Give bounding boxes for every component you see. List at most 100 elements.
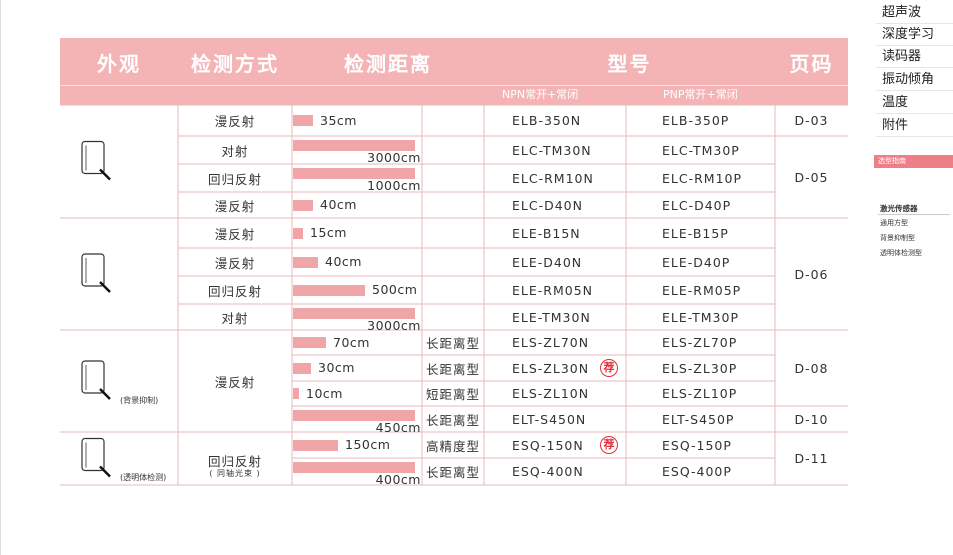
pnp-model: ELS-ZL30P bbox=[662, 360, 738, 376]
npn-model: ESQ-150N bbox=[512, 437, 584, 453]
distance: 10cm bbox=[306, 385, 343, 401]
distance-bar bbox=[293, 199, 313, 211]
menu-item[interactable]: 振动倾角 bbox=[876, 69, 953, 91]
subsection[interactable]: 透明体检测型 bbox=[880, 249, 922, 257]
appearance-note: (透明体检测) bbox=[120, 473, 167, 482]
distance-bar bbox=[293, 388, 299, 399]
npn-model: ELS-ZL70N bbox=[512, 335, 590, 350]
distance: 30cm bbox=[318, 360, 355, 375]
distance-bar bbox=[293, 168, 415, 179]
menu-item[interactable]: 读码器 bbox=[876, 46, 953, 68]
method: 回归反射 bbox=[207, 283, 262, 299]
subheader: PNP常开+常闭 bbox=[663, 88, 738, 101]
distance: 3000cm bbox=[367, 150, 421, 165]
distance-bar bbox=[293, 462, 415, 473]
section-title[interactable]: 激光传感器 bbox=[880, 204, 918, 213]
menu-item[interactable]: 温度 bbox=[876, 92, 953, 114]
menu-active[interactable]: 选型指南 bbox=[874, 155, 953, 168]
page-code: D-08 bbox=[794, 360, 829, 376]
header: 检测距离 bbox=[344, 52, 432, 76]
menu-item[interactable]: 附件 bbox=[876, 115, 953, 137]
npn-model: ELE-D40N bbox=[512, 254, 583, 270]
npn-model: ELC-RM10N bbox=[512, 170, 594, 186]
distance-bar bbox=[293, 115, 313, 126]
distance-bar bbox=[293, 439, 338, 451]
pnp-model: ESQ-400P bbox=[662, 464, 732, 479]
method: 漫反射 bbox=[214, 114, 256, 129]
pnp-model: ELE-TM30P bbox=[662, 309, 739, 325]
npn-model: ELT-S450N bbox=[512, 411, 587, 427]
header: 外观 bbox=[97, 52, 141, 76]
pnp-model: ELC-TM30P bbox=[662, 142, 740, 158]
distance-bar bbox=[293, 256, 318, 268]
menu-item[interactable]: 超声波 bbox=[876, 2, 953, 24]
npn-model: ELE-B15N bbox=[512, 225, 581, 241]
method: 回归反射 bbox=[207, 171, 262, 187]
header-divider bbox=[60, 85, 848, 86]
distance: 1000cm bbox=[367, 178, 421, 193]
method: 漫反射 bbox=[214, 374, 256, 390]
page-code: D-06 bbox=[794, 266, 829, 282]
npn-model: ELB-350N bbox=[512, 113, 582, 128]
detection-type: 短距离型 bbox=[425, 387, 480, 402]
sensor-icon bbox=[99, 388, 111, 400]
distance: 15cm bbox=[310, 225, 347, 240]
method-note: ( 同轴光束 ) bbox=[209, 468, 261, 478]
sensor-icon bbox=[81, 140, 105, 175]
pnp-model: ELC-RM10P bbox=[662, 170, 743, 186]
header: 型号 bbox=[607, 52, 652, 76]
npn-model: ELE-RM05N bbox=[512, 282, 593, 298]
method: 漫反射 bbox=[214, 198, 256, 214]
detection-type: 长距离型 bbox=[425, 412, 480, 428]
page-edge bbox=[0, 0, 1, 555]
distance: 3000cm bbox=[367, 318, 421, 333]
distance-bar bbox=[293, 284, 365, 296]
distance: 40cm bbox=[325, 254, 362, 269]
distance-bar bbox=[293, 337, 326, 348]
method: 对射 bbox=[221, 310, 249, 326]
distance: 450cm bbox=[375, 420, 421, 435]
sensor-icon bbox=[99, 168, 111, 181]
subsection[interactable]: 通用方型 bbox=[880, 219, 908, 227]
pnp-model: ELS-ZL10P bbox=[662, 386, 738, 401]
pnp-model: ELE-D40P bbox=[662, 254, 731, 270]
npn-model: ESQ-400N bbox=[512, 464, 584, 479]
sensor-icon bbox=[81, 253, 105, 287]
detection-type: 高精度型 bbox=[425, 438, 480, 454]
recommend-badge: 荐 bbox=[600, 359, 618, 377]
header: 检测方式 bbox=[191, 52, 279, 76]
pnp-model: ELB-350P bbox=[662, 113, 730, 128]
npn-model: ELC-D40N bbox=[512, 197, 583, 213]
page-code: D-10 bbox=[794, 411, 829, 427]
pnp-model: ESQ-150P bbox=[662, 437, 732, 453]
distance: 400cm bbox=[375, 472, 421, 487]
detection-type: 长距离型 bbox=[425, 465, 480, 480]
sensor-icon bbox=[99, 281, 111, 293]
distance: 70cm bbox=[333, 334, 370, 350]
npn-model: ELC-TM30N bbox=[512, 142, 592, 158]
distance-bar bbox=[293, 140, 415, 151]
distance-bar bbox=[293, 410, 415, 421]
appearance-note: (背景抑制) bbox=[120, 396, 159, 405]
distance-bar bbox=[293, 362, 311, 374]
method: 漫反射 bbox=[214, 255, 256, 271]
table-header-band bbox=[60, 38, 848, 105]
method: 对射 bbox=[221, 143, 249, 159]
recommend-badge: 荐 bbox=[600, 436, 618, 454]
npn-model: ELS-ZL30N bbox=[512, 360, 590, 376]
detection-type: 长距离型 bbox=[425, 336, 480, 351]
pnp-model: ELT-S450P bbox=[662, 411, 735, 427]
method: 漫反射 bbox=[214, 226, 256, 242]
distance: 40cm bbox=[320, 197, 357, 212]
subsection[interactable]: 背景抑制型 bbox=[880, 234, 915, 242]
page-code: D-05 bbox=[794, 169, 829, 185]
pnp-model: ELE-B15P bbox=[662, 225, 729, 241]
method: 回归反射 bbox=[207, 453, 262, 469]
menu-item[interactable]: 深度学习 bbox=[876, 24, 953, 46]
npn-model: ELE-TM30N bbox=[512, 309, 591, 325]
npn-model: ELS-ZL10N bbox=[512, 386, 590, 401]
divider bbox=[878, 214, 950, 215]
page-code: D-11 bbox=[794, 451, 829, 466]
sensor-icon bbox=[81, 360, 105, 394]
